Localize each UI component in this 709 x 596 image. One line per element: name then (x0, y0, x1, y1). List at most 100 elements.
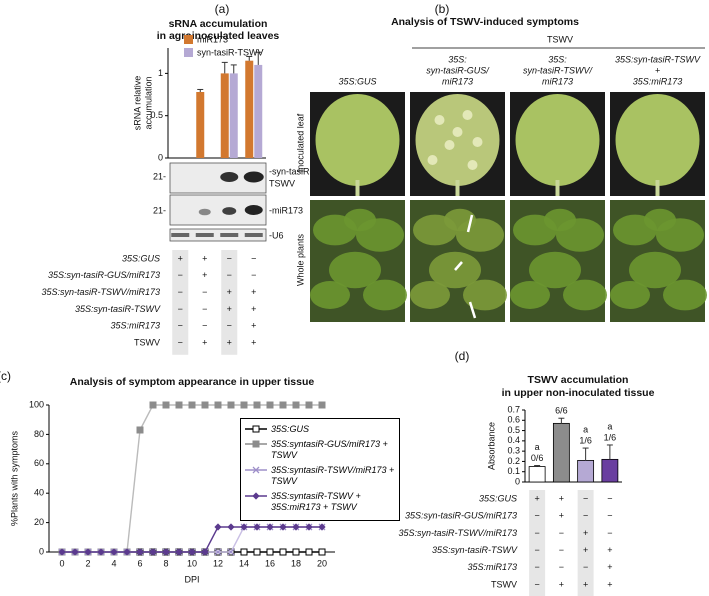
data-label: 1/6 (604, 432, 617, 442)
legend-swatch (245, 425, 267, 433)
sign: − (251, 270, 256, 280)
panel-label: (d) (455, 349, 470, 363)
y-axis-label: %Plants with symptoms (9, 430, 19, 526)
marker (292, 523, 300, 531)
sign: + (227, 304, 232, 314)
group-label: TSWV (547, 34, 573, 44)
y-tick-label: 0.3 (507, 446, 520, 456)
x-tick-label: 18 (291, 558, 301, 568)
marker (252, 492, 260, 500)
sign: + (583, 528, 588, 538)
marker (110, 548, 118, 556)
sign: − (607, 493, 612, 503)
legend-label: 35S:syntasiR-TSWV/miR173 + TSWV (271, 465, 395, 486)
series-line (62, 526, 322, 553)
leaf (615, 94, 700, 186)
marker (266, 401, 274, 409)
column-header: 35S: (448, 54, 467, 64)
arrow (454, 261, 463, 271)
marker (136, 548, 144, 556)
sign: − (178, 287, 183, 297)
marker (201, 548, 209, 556)
marker (252, 425, 260, 433)
y-tick-label: 0.5 (150, 110, 163, 120)
y-tick-label: 40 (34, 488, 44, 498)
marker (149, 548, 157, 556)
marker (188, 401, 196, 409)
column-shade (529, 490, 546, 596)
marker (318, 523, 326, 531)
marker (240, 523, 248, 531)
blot-band (195, 233, 214, 237)
x-tick-label: 14 (239, 558, 249, 568)
plant-leaf (463, 279, 507, 311)
marker (123, 548, 131, 556)
legend-item: 35S:syntasiR-TSWV + 35S:miR173 + TSWV (245, 491, 395, 513)
x-tick-label: 20 (317, 558, 327, 568)
row-label: 35S:syn-tasiR-TSWV (432, 545, 518, 555)
y-tick-label: 0.7 (507, 404, 520, 414)
legend-label: miR173 (197, 34, 228, 44)
band-label: TSWV (269, 178, 295, 188)
leaf (415, 94, 500, 186)
blot-band (244, 205, 263, 215)
sign: + (559, 493, 564, 503)
bar (601, 458, 619, 483)
sign: − (534, 579, 539, 589)
column-shade (577, 490, 594, 596)
y-tick-label: 100 (29, 399, 44, 409)
marker (240, 548, 248, 556)
column-header: + (655, 65, 660, 75)
blot (169, 228, 267, 242)
sign: − (583, 511, 588, 521)
significance-letter: a (583, 424, 588, 434)
row-label: TSWV (134, 337, 160, 347)
blot-band (222, 207, 237, 215)
data-label: 0/6 (531, 453, 544, 463)
blot-band (244, 233, 263, 237)
sign: − (583, 562, 588, 572)
blot-band (220, 233, 239, 237)
y-tick-label: 0.1 (507, 466, 520, 476)
column-header: 35S: (548, 54, 567, 64)
x-tick-label: 4 (111, 558, 116, 568)
row-label: 35S:syn-tasiR-TSWV (75, 304, 161, 314)
sign: − (202, 304, 207, 314)
plant-leaf (363, 279, 407, 311)
bar (245, 60, 254, 158)
lesion (462, 110, 473, 120)
blot-band (171, 233, 190, 237)
plant-leaf (544, 208, 576, 232)
row-label: 35S:syn-tasiR-TSWV/miR173 (398, 528, 517, 538)
marker (227, 548, 235, 556)
sign: + (251, 321, 256, 331)
sign: − (559, 562, 564, 572)
legend-item: 35S:GUS (245, 424, 395, 435)
sign: + (607, 545, 612, 555)
plant-leaf (629, 251, 681, 289)
column-header: 35S:GUS (338, 76, 376, 86)
row-label: TSWV (491, 579, 517, 589)
x-tick-label: 2 (85, 558, 90, 568)
sign: − (583, 493, 588, 503)
plant-leaf (310, 281, 350, 309)
row-label: 35S:syn-tasiR-TSWV/miR173 (41, 287, 160, 297)
marker (292, 401, 300, 409)
legend-swatch (184, 35, 193, 44)
blot-band (243, 171, 264, 183)
marker (188, 548, 196, 556)
y-tick-label: 0 (39, 546, 44, 556)
sign: − (607, 511, 612, 521)
y-tick-label: 0 (515, 476, 520, 486)
legend-swatch (245, 440, 267, 448)
data-label: 1/6 (579, 435, 592, 445)
x-axis-label: DPI (184, 574, 199, 584)
bar (254, 64, 263, 158)
sign: − (251, 253, 256, 263)
chart-title: TSWV accumulation (528, 374, 629, 386)
sign: + (583, 579, 588, 589)
marker (253, 401, 261, 409)
plant-leaf (529, 251, 581, 289)
